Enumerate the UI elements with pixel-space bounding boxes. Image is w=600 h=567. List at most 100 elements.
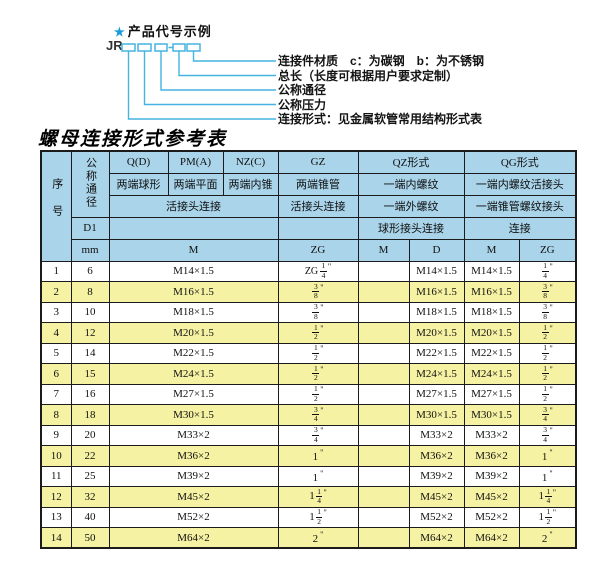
m-header: M [108, 238, 279, 262]
desc-pma: 两端平面 [167, 172, 224, 196]
cell-qz-d: M16×1.5 [408, 281, 465, 303]
cell-dn: 20 [70, 424, 110, 446]
cell-dn: 12 [70, 322, 110, 344]
cell-qz-d: M45×2 [408, 486, 465, 508]
code-slot-box [154, 43, 168, 52]
cell-qg-zg: 2 " [518, 527, 577, 549]
cell-qz-d: M22×1.5 [408, 342, 465, 364]
cell-qz-m [357, 424, 410, 446]
cell-qz-m [357, 383, 410, 405]
cell-dn: 10 [70, 301, 110, 323]
table-row: 3 10 M18×1.5 3 8 " M18×1.5 M18×1.5 3 8 " [40, 301, 577, 323]
col-header-pma: PM(A) [167, 150, 224, 174]
cell-qg-m: M20×1.5 [463, 322, 520, 344]
cell-qg-m: M27×1.5 [463, 383, 520, 405]
cell-seq: 7 [40, 383, 72, 405]
table-row: 7 16 M27×1.5 1 2 " M27×1.5 M27×1.5 1 2 " [40, 383, 577, 405]
cell-qz-m [357, 506, 410, 528]
col-header-qg-form: QG形式 [463, 150, 577, 174]
zg-header: ZG [277, 238, 359, 262]
code-slot-box [172, 43, 186, 52]
cell-qg-m: M52×2 [463, 506, 520, 528]
cell-qg-zg: 1 4 " [518, 260, 577, 282]
col-header-seq-text: 序号 [50, 177, 63, 232]
cell-qz-m [357, 301, 410, 323]
cell-seq: 12 [40, 486, 72, 508]
cell-dn: 14 [70, 342, 110, 364]
cell-qz-m [357, 445, 410, 467]
col-header-seq: 序号 [40, 150, 72, 262]
desc-qd: 两端球形 [108, 172, 169, 196]
cell-gz-zg: 1 " [277, 465, 359, 487]
qg-row4-header: 连接 [463, 216, 577, 240]
cell-dn: 16 [70, 383, 110, 405]
cell-dn: 40 [70, 506, 110, 528]
cell-qg-m: M33×2 [463, 424, 520, 446]
table-body: 1 6 M14×1.5 ZG 1 4 " M14×1.5 M14×1.5 1 4 " 2 8 M16×1.5… [40, 260, 577, 549]
col-header-nzc: NZ(C) [222, 150, 279, 174]
cell-qg-zg: 3 4 " [518, 404, 577, 426]
cell-qz-m [357, 281, 410, 303]
cell-qg-m: M16×1.5 [463, 281, 520, 303]
code-slot-boxes [121, 43, 201, 52]
cell-qz-m [357, 465, 410, 487]
cell-qg-zg: 1 " [518, 445, 577, 467]
table-row: 5 14 M22×1.5 1 2 " M22×1.5 M22×1.5 1 2 " [40, 342, 577, 364]
cell-seq: 14 [40, 527, 72, 549]
cell-gz-zg: 3 4 " [277, 424, 359, 446]
cell-gz-zg: ZG 1 4 " [277, 260, 359, 282]
cell-qg-zg: 1 2 " [518, 383, 577, 405]
cell-qz-d: M27×1.5 [408, 383, 465, 405]
connector-line [160, 51, 276, 91]
code-label-material: 连接件材质 c：为碳钢 b：为不锈钢 [278, 54, 485, 68]
cell-gz-zg: 2 " [277, 527, 359, 549]
cell-seq: 9 [40, 424, 72, 446]
qz-sub-m: M [357, 238, 410, 262]
cell-qz-d: M24×1.5 [408, 363, 465, 385]
mm-header: mm [70, 238, 110, 262]
cell-seq: 5 [40, 342, 72, 364]
code-label-connection-form: 连接形式：见金属软管常用结构形式表 [278, 112, 483, 126]
nut-connection-reference-table: 序号 公称通径 Q(D) PM(A) NZ(C) GZ QZ形式 QG形式 两端… [40, 150, 578, 549]
cell-qg-m: M64×2 [463, 527, 520, 549]
code-slot-box [186, 43, 201, 52]
cell-gz-zg: 1 2 " [277, 363, 359, 385]
cell-qg-zg: 3 8 " [518, 281, 577, 303]
cell-qz-d: M33×2 [408, 424, 465, 446]
cell-qz-m [357, 486, 410, 508]
col-header-qd: Q(D) [108, 150, 169, 174]
d1-header: D1 [70, 216, 110, 240]
cell-m: M45×2 [108, 486, 279, 508]
connector-line [143, 51, 276, 106]
product-code-heading-text: 产品代号示例 [127, 24, 212, 39]
table-row: 8 18 M30×1.5 3 4 " M30×1.5 M30×1.5 3 4 " [40, 404, 577, 426]
empty-header-cell [277, 216, 359, 240]
cell-m: M20×1.5 [108, 322, 279, 344]
code-label-nominal-diameter: 公称通径 [278, 83, 327, 97]
cell-gz-zg: 3 8 " [277, 281, 359, 303]
cell-m: M36×2 [108, 445, 279, 467]
cell-dn: 8 [70, 281, 110, 303]
cell-gz-zg: 1 1 2 " [277, 506, 359, 528]
cell-dn: 50 [70, 527, 110, 549]
code-label-total-length: 总长（长度可根据用户要求定制） [278, 68, 459, 83]
cell-m: M22×1.5 [108, 342, 279, 364]
cell-m: M24×1.5 [108, 363, 279, 385]
table-row: 9 20 M33×2 3 4 " M33×2 M33×2 3 4 " [40, 424, 577, 446]
cell-seq: 8 [40, 404, 72, 426]
cell-qz-d: M52×2 [408, 506, 465, 528]
cell-seq: 6 [40, 363, 72, 385]
cell-qz-m [357, 322, 410, 344]
cell-qg-m: M14×1.5 [463, 260, 520, 282]
connector-line [127, 51, 276, 120]
cell-seq: 13 [40, 506, 72, 528]
cell-gz-zg: 3 4 " [277, 404, 359, 426]
cell-qg-m: M18×1.5 [463, 301, 520, 323]
col-header-qz-form: QZ形式 [357, 150, 465, 174]
cell-qz-d: M36×2 [408, 445, 465, 467]
qg-sub-zg: ZG [518, 238, 577, 262]
cell-qg-zg: 1 2 " [518, 363, 577, 385]
product-code-heading: ★ 产品代号示例 [114, 21, 212, 40]
cell-gz-zg: 1 2 " [277, 322, 359, 344]
cell-dn: 6 [70, 260, 110, 282]
